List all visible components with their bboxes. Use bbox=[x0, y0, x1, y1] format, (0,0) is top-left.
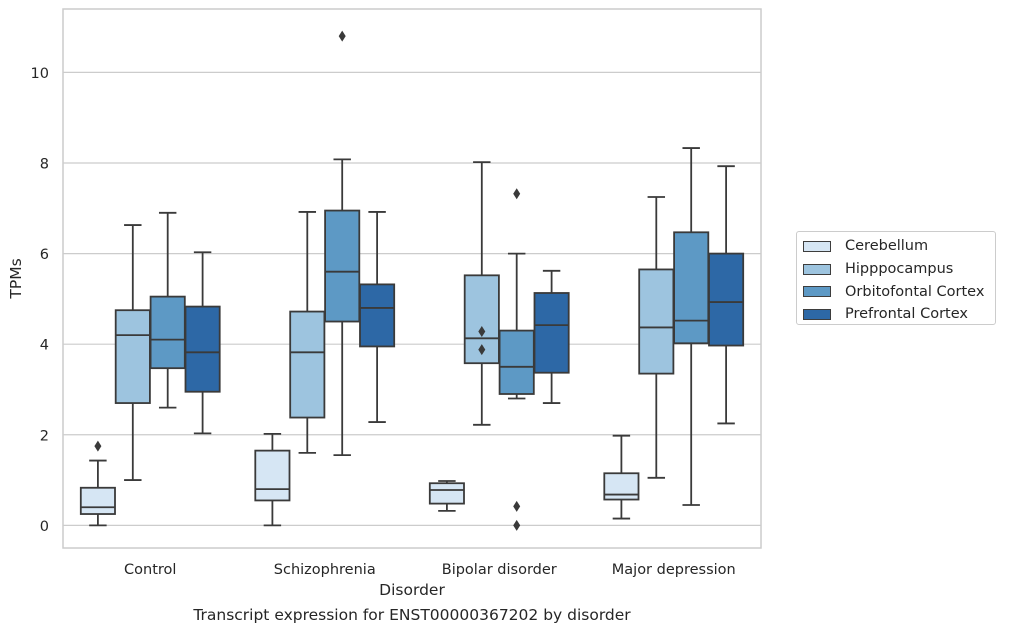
legend-label: Orbitofontal Cortex bbox=[845, 283, 985, 300]
box bbox=[708, 252, 745, 347]
box-orbitofontal-cortex bbox=[673, 147, 710, 506]
y-axis-label: TPMs bbox=[7, 258, 25, 299]
legend-swatch bbox=[803, 240, 831, 252]
x-tick-label: Control bbox=[124, 562, 176, 578]
legend-label: Hipppocampus bbox=[845, 261, 954, 278]
outlier-point bbox=[513, 519, 521, 531]
box-cerebellum bbox=[428, 480, 465, 512]
box bbox=[533, 292, 570, 374]
box bbox=[289, 310, 326, 419]
box-prefrontal-cortex bbox=[708, 165, 745, 425]
outlier-point bbox=[513, 188, 521, 200]
box-hipppocampus bbox=[114, 224, 151, 481]
y-tick-label: 2 bbox=[40, 428, 49, 444]
legend-item: Cerebellum bbox=[803, 235, 995, 258]
box bbox=[324, 209, 361, 323]
box bbox=[428, 482, 465, 505]
legend-swatch bbox=[803, 286, 831, 298]
legend-item: Hipppocampus bbox=[803, 258, 995, 281]
outlier-point bbox=[478, 344, 486, 356]
box-hipppocampus bbox=[638, 196, 675, 479]
box-orbitofontal-cortex bbox=[149, 211, 186, 409]
box bbox=[673, 231, 710, 345]
box bbox=[254, 449, 291, 502]
legend: Cerebellum Hipppocampus Orbitofontal Corte… bbox=[796, 231, 996, 325]
plot-border bbox=[62, 8, 762, 549]
box-orbitofontal-cortex bbox=[324, 30, 361, 457]
box-series bbox=[79, 30, 745, 531]
y-tick-label: 4 bbox=[40, 338, 49, 354]
outlier-point bbox=[94, 440, 102, 452]
x-axis-label: Disorder bbox=[379, 581, 445, 599]
chart-caption: Transcript expression for ENST0000036720… bbox=[193, 606, 631, 624]
box-cerebellum bbox=[254, 432, 291, 527]
box-prefrontal-cortex bbox=[359, 211, 396, 423]
y-tick-label: 8 bbox=[40, 157, 49, 173]
box bbox=[359, 283, 396, 348]
tick-labels: 0 2 4 6 8 10 Control Schizophrenia Bipolar disor… bbox=[31, 66, 736, 578]
box bbox=[149, 295, 186, 370]
y-tick-label: 0 bbox=[40, 519, 49, 535]
legend-item: Orbitofontal Cortex bbox=[803, 280, 995, 303]
legend-swatch bbox=[803, 308, 831, 320]
plot-frame bbox=[62, 8, 762, 549]
y-tick-label: 6 bbox=[40, 247, 49, 263]
box bbox=[114, 309, 151, 404]
outlier-point bbox=[513, 500, 521, 512]
legend-label: Prefrontal Cortex bbox=[845, 306, 968, 323]
legend-item: Prefrontal Cortex bbox=[803, 303, 995, 326]
box bbox=[79, 486, 116, 515]
box-cerebellum bbox=[79, 440, 116, 527]
box-prefrontal-cortex bbox=[184, 251, 221, 435]
legend-label: Cerebellum bbox=[845, 238, 929, 255]
x-tick-label: Bipolar disorder bbox=[442, 562, 557, 578]
box bbox=[498, 329, 535, 395]
box-cerebellum bbox=[603, 434, 640, 520]
box bbox=[638, 268, 675, 375]
y-tick-label: 10 bbox=[31, 66, 49, 82]
box bbox=[603, 472, 640, 501]
box bbox=[184, 305, 221, 393]
box-prefrontal-cortex bbox=[533, 269, 570, 404]
outlier-point bbox=[478, 325, 486, 337]
outlier-point bbox=[338, 30, 346, 42]
legend-swatch bbox=[803, 263, 831, 275]
box-hipppocampus bbox=[289, 211, 326, 454]
x-tick-label: Major depression bbox=[612, 562, 736, 578]
box-hipppocampus bbox=[463, 161, 500, 426]
x-tick-label: Schizophrenia bbox=[274, 562, 376, 578]
box-orbitofontal-cortex bbox=[498, 188, 535, 531]
